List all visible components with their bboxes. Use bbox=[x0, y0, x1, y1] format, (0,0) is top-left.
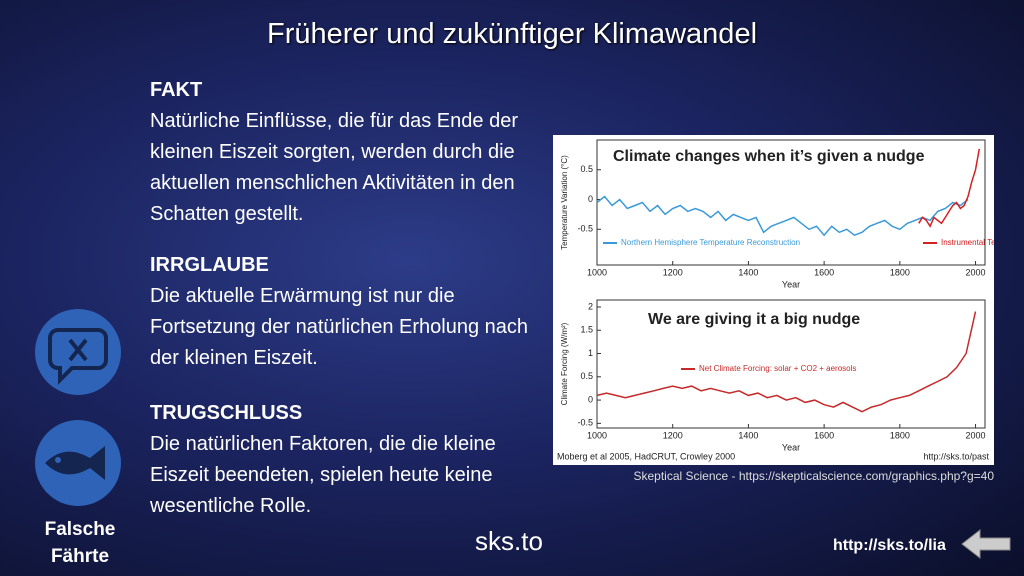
y-tick-label: -0.5 bbox=[577, 418, 593, 428]
y-tick-label: 0.5 bbox=[580, 164, 593, 174]
series-line bbox=[918, 148, 981, 228]
x-tick-label: 2000 bbox=[966, 430, 986, 440]
x-tick-label: 2000 bbox=[966, 267, 986, 277]
section: TRUGSCHLUSS Die natürlichen Faktoren, die… bbox=[150, 398, 545, 522]
x-tick-label: 1400 bbox=[738, 267, 758, 277]
x-axis-label: Year bbox=[782, 442, 800, 452]
series-line bbox=[596, 195, 969, 237]
cross bbox=[68, 338, 88, 362]
x-tick-label: 1000 bbox=[587, 430, 607, 440]
series-line bbox=[596, 311, 977, 413]
x-tick-label: 1600 bbox=[814, 430, 834, 440]
chart-title: We are giving it a big nudge bbox=[648, 311, 860, 328]
back-arrow[interactable] bbox=[960, 528, 1012, 560]
heading: FAKT bbox=[150, 79, 203, 101]
y-tick-label: 0.5 bbox=[580, 371, 593, 381]
x-tick-label: 1000 bbox=[587, 267, 607, 277]
slide-title: Früherer und zukünftiger Klimawandel bbox=[266, 18, 758, 50]
legend-label: Net Climate Forcing: solar + CO2 + aeros… bbox=[699, 364, 856, 373]
section: IRRGLAUBE Die aktuelle Erwärmung ist nur … bbox=[150, 250, 545, 374]
y-axis-label: Climate Forcing (W/m²) bbox=[560, 322, 569, 405]
x-tick-label: 1400 bbox=[738, 430, 758, 440]
heading: TRUGSCHLUSS bbox=[150, 402, 303, 424]
credit: Moberg et al 2005, HadCRUT, Crowley 2000 bbox=[557, 451, 735, 461]
y-tick-label: 0 bbox=[588, 194, 593, 204]
link[interactable]: http://sks.to/lia bbox=[833, 537, 946, 554]
side-label: Falsche Fährte bbox=[44, 519, 116, 567]
y-tick-label: 1.5 bbox=[580, 325, 593, 335]
legend-label: Instrumental Temperature bbox=[941, 238, 994, 247]
x-tick-label: 1200 bbox=[663, 267, 683, 277]
fish bbox=[45, 446, 105, 480]
arrow bbox=[961, 528, 1011, 560]
bubble bbox=[48, 328, 108, 385]
y-tick-label: 2 bbox=[588, 301, 593, 311]
x-tick-label: 1800 bbox=[890, 430, 910, 440]
chart-image: Moberg et al 2005, HadCRUT, Crowley 2000… bbox=[553, 135, 994, 465]
text: Die natürlichen Faktoren, die die kleine… bbox=[150, 433, 496, 517]
legend-label: Northern Hemisphere Temperature Reconstr… bbox=[621, 238, 800, 247]
credit-url: http://sks.to/past bbox=[923, 451, 989, 461]
y-axis-label: Temperature Variation (°C) bbox=[560, 155, 569, 250]
y-tick-label: -0.5 bbox=[577, 224, 593, 234]
icons bbox=[35, 309, 121, 506]
plot-frame bbox=[596, 299, 986, 429]
image-caption: Skeptical Science - https://skepticalsci… bbox=[633, 469, 994, 483]
text: Die aktuelle Erwärmung ist nur die Forts… bbox=[150, 285, 529, 369]
section: FAKT Natürliche Einflüsse, die für das En… bbox=[150, 75, 545, 230]
x-tick-label: 1800 bbox=[890, 267, 910, 277]
x-axis-label: Year bbox=[782, 279, 800, 289]
logo: sks.to bbox=[475, 526, 543, 556]
text: Natürliche Einflüsse, die für das Ende d… bbox=[150, 110, 518, 225]
y-tick-label: 1 bbox=[588, 348, 593, 358]
heading: IRRGLAUBE bbox=[150, 254, 269, 276]
y-tick-label: 0 bbox=[588, 394, 593, 404]
x-tick-label: 1200 bbox=[663, 430, 683, 440]
fish-eye bbox=[55, 457, 61, 463]
x-tick-label: 1600 bbox=[814, 267, 834, 277]
chart-title: Climate changes when it’s given a nudge bbox=[613, 148, 925, 165]
